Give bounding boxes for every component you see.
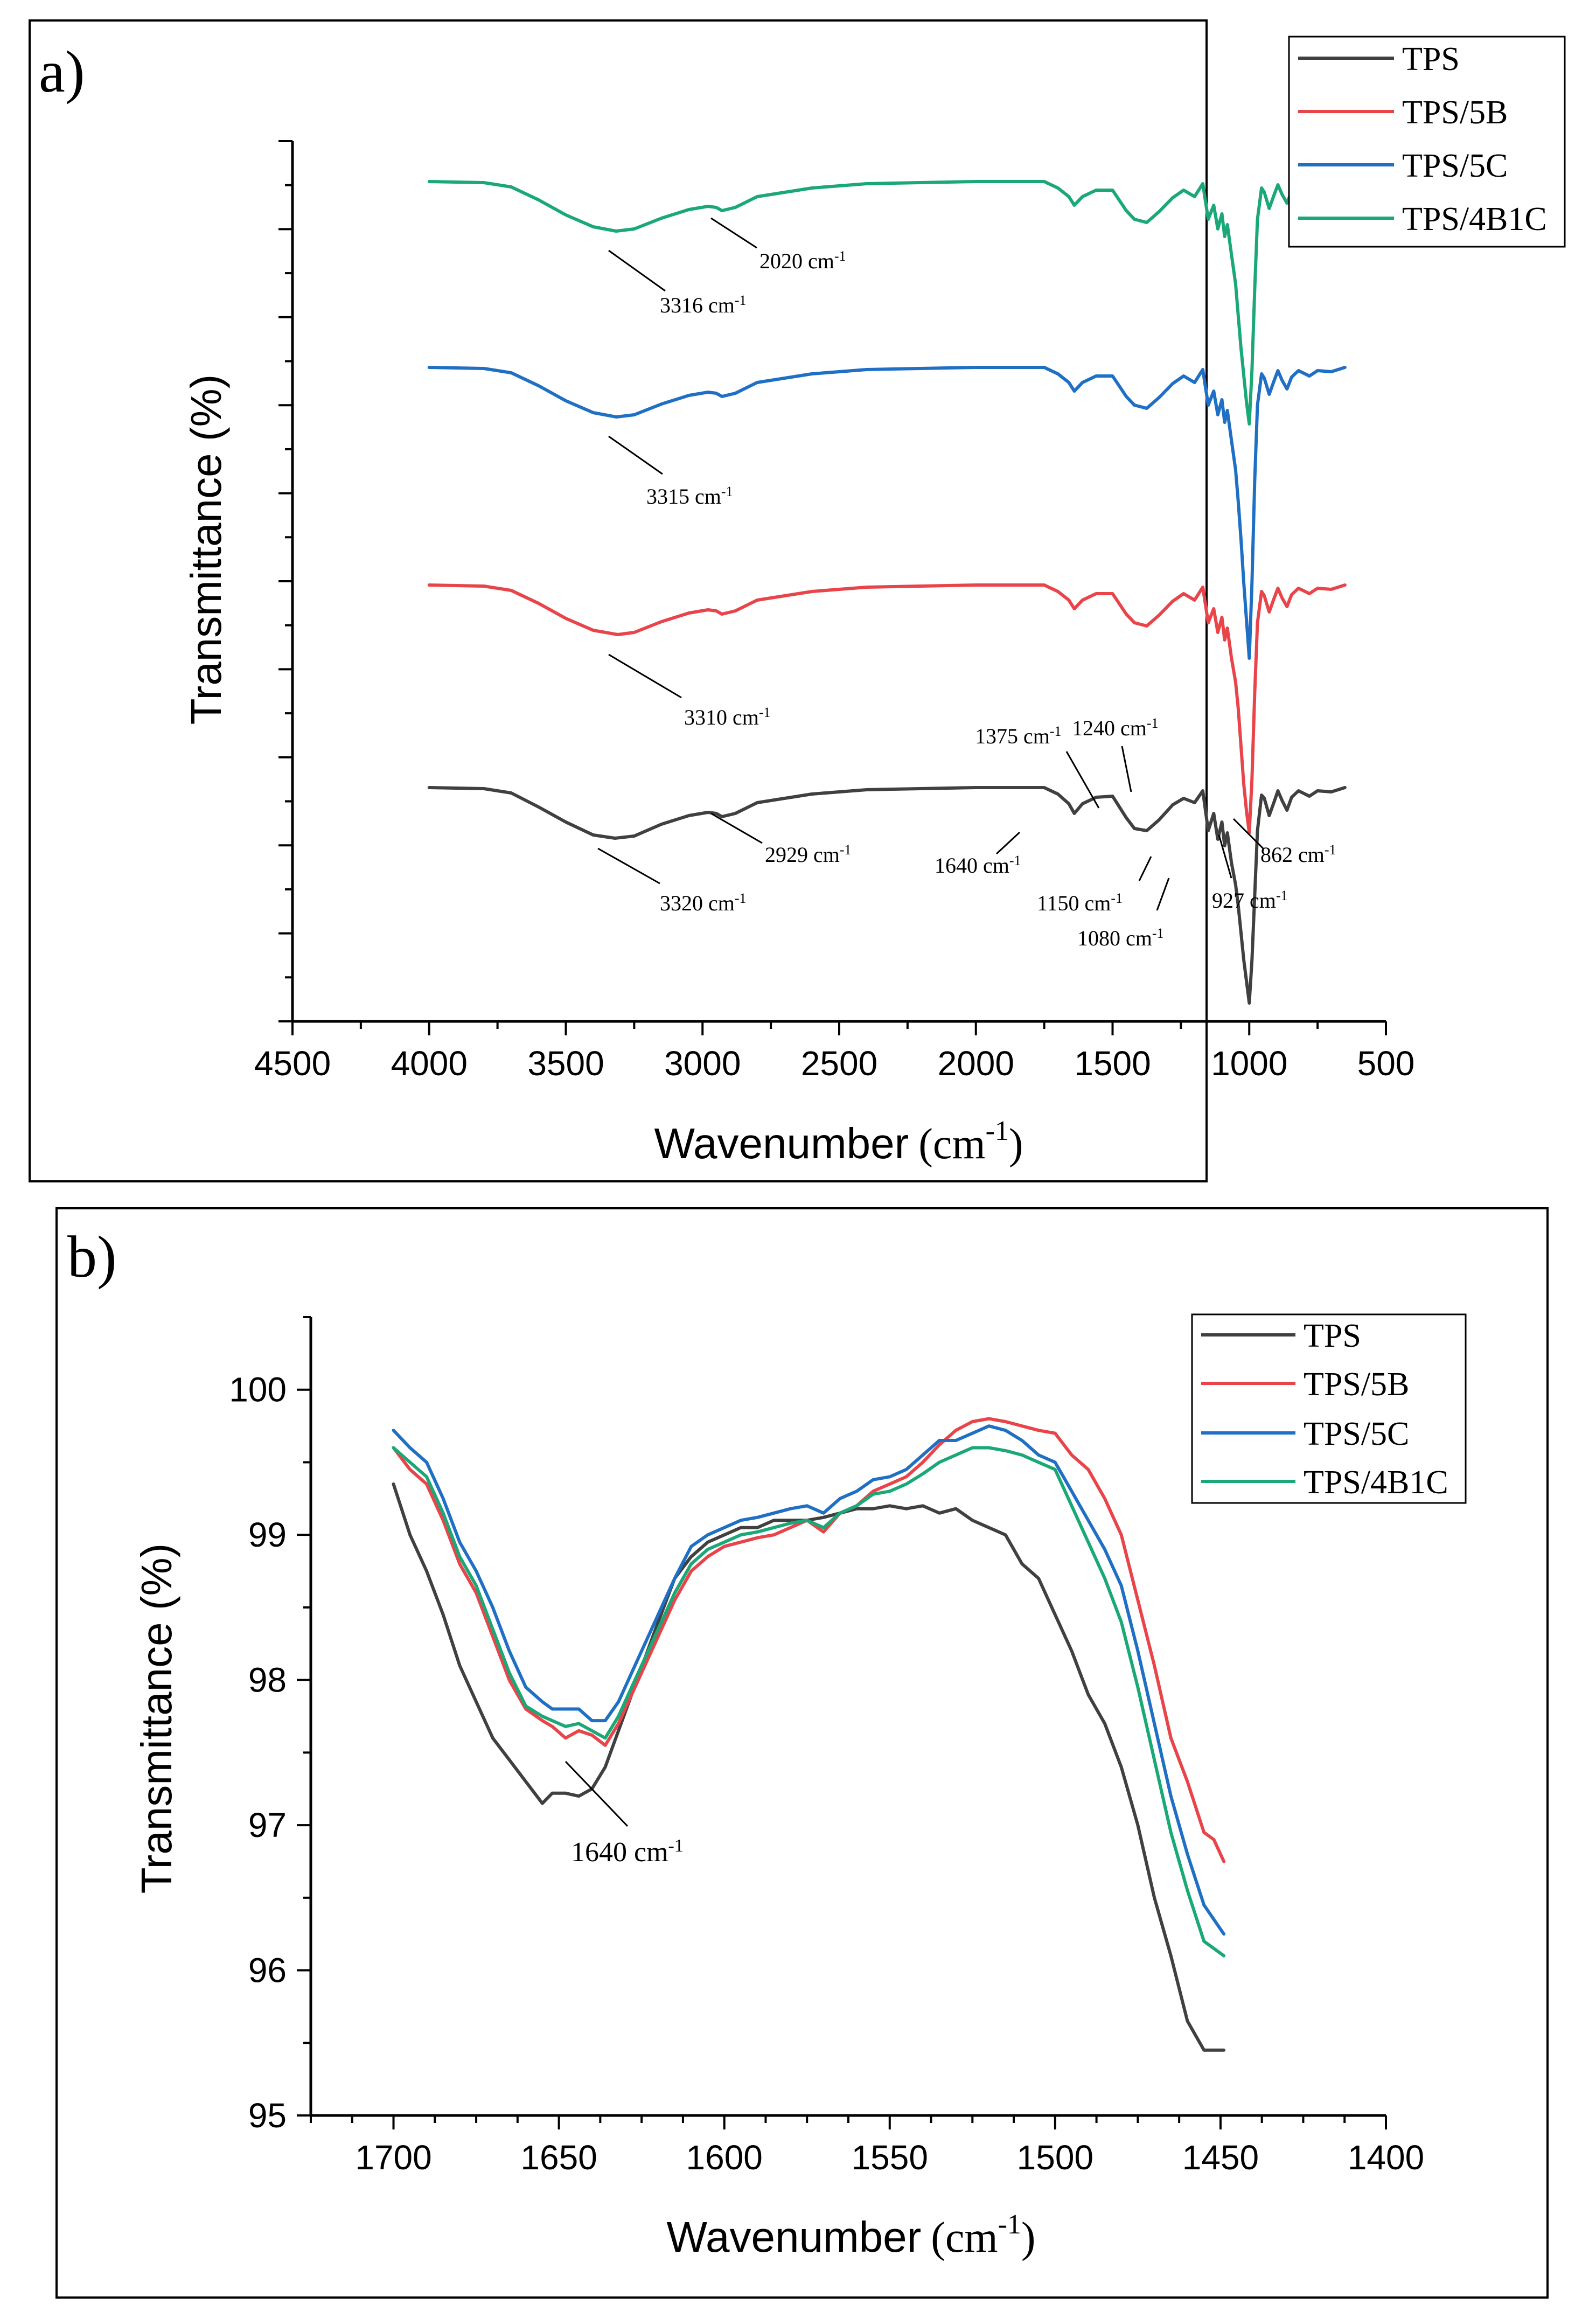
panel-a-x-tick-label: 3500 [527, 1044, 604, 1083]
panel-a-x-tick-label: 2000 [938, 1044, 1014, 1083]
panel-a-x-axis-title: Wavenumber (cm-1) [654, 1116, 1023, 1168]
panel-b-y-tick-label: 99 [248, 1515, 287, 1554]
annot-3316: 3316 cm-1 [660, 293, 747, 317]
annot-862: 862 cm-1 [1260, 842, 1336, 867]
annot-b-1640: 1640 cm-1 [571, 1836, 684, 1868]
panel-b-y-axis-title: Transmittance (%) [133, 1543, 180, 1894]
panel-b-x-tick-label: 1650 [520, 2138, 597, 2177]
panel-a-x-tick-label: 2500 [801, 1044, 877, 1083]
panel-a-series-tps-5b [427, 583, 1347, 834]
panel-b-x-tick-label: 1550 [852, 2138, 928, 2177]
panel-b-series-tps-5b [392, 1417, 1226, 1863]
panel-a-y-axis-title: Transmittance (%) [182, 374, 230, 725]
annot-2020: 2020 cm-1 [759, 248, 846, 273]
panel-b-series [392, 1417, 1226, 2052]
panel-b-y-ticks: 95 96 97 98 99 100 [229, 1316, 311, 2135]
panel-a-x-tick-label: 4000 [391, 1044, 468, 1083]
panel-a-series-tps-4b1c [427, 180, 1347, 426]
panel-a-x-tick-label: 4500 [254, 1044, 331, 1083]
panel-a-series [427, 180, 1347, 1005]
panel-b-y-tick-label: 96 [248, 1951, 287, 1990]
panel-b-x-tick-label: 1400 [1348, 2138, 1424, 2177]
panel-a-y-ticks [278, 140, 292, 1022]
annot-927: 927 cm-1 [1212, 888, 1288, 913]
panel-b-annotations: 1640 cm-1 [564, 1760, 684, 1868]
legend-b-label-tps: TPS [1304, 1318, 1361, 1354]
legend-a-label-5c: TPS/5C [1402, 148, 1508, 184]
panel-b-y-tick-label: 97 [248, 1806, 287, 1844]
panel-b-x-tick-label: 1450 [1182, 2138, 1259, 2177]
panel-b-label: b) [67, 1224, 117, 1290]
panel-a: a) 4500 4000 3500 3000 2500 2000 1500 1000 500 T… [29, 19, 1566, 1182]
annot-2929: 2929 cm-1 [765, 842, 852, 867]
panel-a-legend: TPS TPS/5B TPS/5C TPS/4B1C [1288, 36, 1566, 248]
panel-b-legend: TPS TPS/5B TPS/5C TPS/4B1C [1191, 1313, 1467, 1504]
annot-1640: 1640 cm-1 [935, 853, 1021, 878]
panel-b-x-axis-title: Wavenumber (cm-1) [666, 2209, 1035, 2261]
annot-1375: 1375 cm-1 [975, 723, 1062, 748]
panel-b-x-tick-label: 1600 [686, 2138, 763, 2177]
panel-a-x-tick-label: 3000 [664, 1044, 741, 1083]
annot-1150: 1150 cm-1 [1037, 890, 1123, 915]
panel-a-x-tick-label: 1000 [1211, 1044, 1287, 1083]
panel-b-series-tps-5c [392, 1424, 1226, 1936]
panel-a-series-tps [427, 786, 1347, 1005]
panel-a-x-tick-label: 1500 [1074, 1044, 1151, 1083]
legend-b-label-5c: TPS/5C [1304, 1416, 1409, 1452]
panel-b-x-ticks: 1700 1650 1600 1550 1500 1450 1400 [310, 2115, 1424, 2177]
legend-a-label-tps: TPS [1402, 41, 1460, 78]
panel-a-frame [29, 19, 1208, 1182]
annot-3320: 3320 cm-1 [660, 890, 747, 915]
panel-b-y-tick-label: 100 [229, 1370, 287, 1409]
panel-b-x-tick-label: 1500 [1017, 2138, 1093, 2177]
panel-b: b) 95 96 97 98 99 100 1700 1650 1600 1550 1500 145… [55, 1207, 1549, 2299]
annot-3315: 3315 cm-1 [646, 484, 733, 509]
legend-b-label-4b1c: TPS/4B1C [1304, 1464, 1448, 1501]
annot-1240: 1240 cm-1 [1072, 715, 1159, 740]
panel-b-series-tps-4b1c [392, 1446, 1226, 1958]
panel-a-series-tps-5c [427, 366, 1347, 660]
panel-b-x-tick-label: 1700 [355, 2138, 431, 2177]
annot-1080: 1080 cm-1 [1077, 925, 1164, 950]
panel-b-y-tick-label: 98 [248, 1661, 287, 1700]
legend-b-label-5b: TPS/5B [1304, 1366, 1409, 1403]
panel-a-x-ticks: 4500 4000 3500 3000 2500 2000 1500 1000 500 [254, 1021, 1415, 1083]
panel-a-x-tick-label: 500 [1357, 1044, 1415, 1083]
annot-3310: 3310 cm-1 [684, 705, 771, 729]
panel-a-annotations: 3320 cm-1 2929 cm-1 1640 cm-1 1375 cm-1 … [597, 217, 1336, 950]
panel-b-frame [55, 1207, 1549, 2299]
legend-a-label-5b: TPS/5B [1402, 94, 1508, 131]
panel-a-label: a) [39, 39, 85, 105]
panel-b-y-tick-label: 95 [248, 2096, 287, 2135]
legend-a-label-4b1c: TPS/4B1C [1402, 201, 1547, 238]
